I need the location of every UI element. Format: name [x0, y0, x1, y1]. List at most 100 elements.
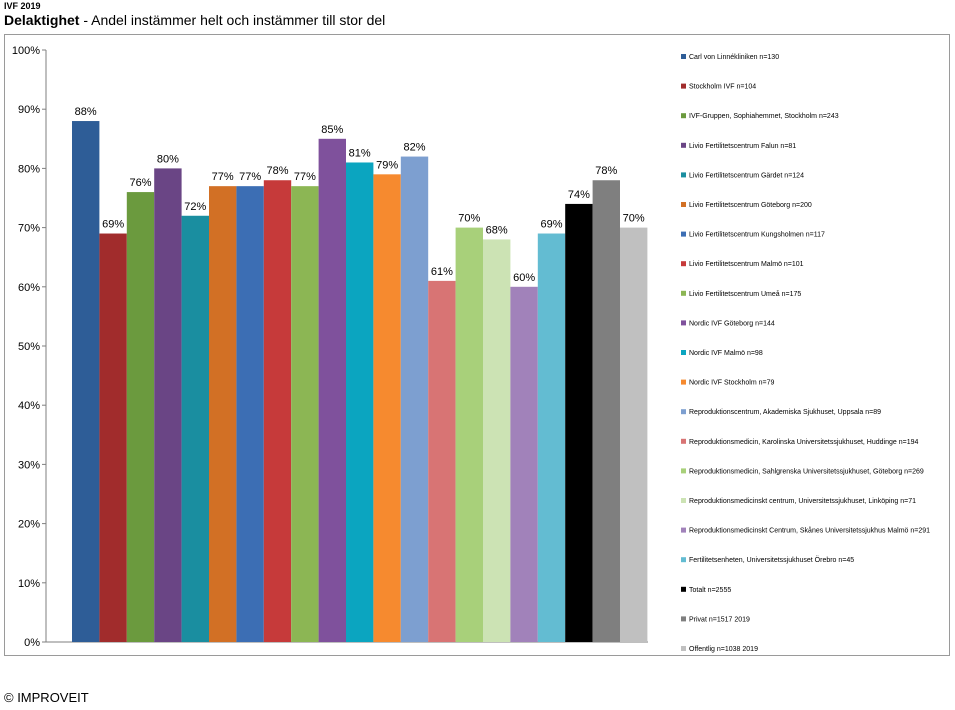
data-label: 61% [431, 266, 453, 278]
y-tick-label: 20% [18, 519, 40, 531]
legend-swatch [681, 350, 686, 355]
data-label: 68% [486, 224, 508, 236]
y-tick-label: 80% [18, 163, 40, 175]
legend-entry: Fertilitetsenheten, Universitetssjukhuse… [689, 556, 854, 564]
legend-entry: Privat n=1517 2019 [689, 616, 750, 623]
bar [181, 215, 209, 642]
legend-swatch [681, 438, 686, 444]
data-label: 79% [376, 159, 398, 171]
legend-swatch [681, 83, 686, 89]
y-tick-label: 100% [12, 45, 40, 57]
legend-swatch [681, 586, 686, 592]
legend-entry: Livio Fertilitetscentrum Göteborg n=200 [689, 202, 812, 209]
bar [236, 186, 264, 642]
data-label: 77% [239, 171, 261, 183]
legend-entry: Nordic IVF Göteborg n=144 [689, 320, 775, 327]
data-label: 74% [568, 189, 590, 201]
report-label: IVF 2019 [4, 1, 41, 11]
data-label: 70% [458, 213, 480, 225]
legend-swatch [681, 379, 686, 385]
bar [428, 280, 456, 642]
y-tick-label: 0% [24, 637, 40, 649]
bar [72, 121, 100, 643]
legend-entry: IVF-Gruppen, Sophiahemmet, Stockholm n=2… [689, 113, 839, 120]
legend-entry: Livio Fertilitetscentrum Kungsholmen n=1… [689, 232, 825, 239]
y-tick-label: 50% [18, 341, 40, 353]
data-label: 69% [540, 219, 562, 231]
bar [373, 174, 401, 642]
y-tick-label: 90% [18, 104, 40, 116]
legend-swatch [681, 54, 686, 59]
legend-entry: Reproduktionscentrum, Akademiska Sjukhus… [689, 409, 881, 416]
legend-swatch [681, 231, 686, 237]
legend-swatch [681, 261, 686, 267]
legend-entry: Reproduktionsmedicinskt Centrum, Skånes … [689, 527, 930, 535]
legend-swatch [681, 527, 686, 533]
bar [455, 227, 483, 642]
bar [400, 156, 429, 642]
chart-title: Delaktighet - Andel instämmer helt och i… [4, 12, 385, 28]
y-tick-label: 60% [18, 282, 40, 294]
data-label: 77% [294, 171, 316, 183]
legend-entry: Stockholm IVF n=104 [689, 84, 756, 91]
data-label: 72% [184, 201, 206, 213]
legend-swatch [681, 468, 686, 474]
data-label: 85% [321, 124, 343, 136]
copyright-footer: © IMPROVEIT [4, 690, 89, 705]
bar [263, 180, 292, 643]
legend-swatch [681, 142, 686, 148]
bar [99, 233, 127, 642]
data-label: 77% [212, 171, 234, 183]
bar [154, 168, 182, 642]
data-label: 76% [129, 177, 151, 189]
legend-entry: Livio Fertilitetscentrum Falun n=81 [689, 143, 796, 150]
bar [592, 180, 620, 643]
legend-entry: Reproduktionsmedicin, Karolinska Univers… [689, 439, 918, 446]
legend-entry: Livio Fertilitetscentrum Malmö n=101 [689, 261, 804, 268]
legend-entry: Reproduktionsmedicinskt centrum, Univers… [689, 498, 916, 505]
legend-entry: Nordic IVF Malmö n=98 [689, 350, 763, 357]
legend-entry: Nordic IVF Stockholm n=79 [689, 380, 775, 387]
y-tick-label: 40% [18, 400, 40, 412]
legend-entry: Livio Fertilitetscentrum Gärdet n=124 [689, 172, 804, 179]
bar [565, 203, 593, 643]
legend-swatch [681, 616, 686, 622]
data-label: 80% [157, 153, 179, 165]
legend-entry: Offentlig n=1038 2019 [689, 646, 758, 653]
bar [209, 186, 237, 642]
bar [510, 286, 538, 642]
legend-swatch [681, 557, 686, 563]
legend-entry: Totalt n=2555 [689, 587, 731, 594]
legend-entry: Reproduktionsmedicin, Sahlgrenska Univer… [689, 468, 924, 475]
data-label: 81% [349, 147, 371, 159]
legend-swatch [681, 646, 686, 651]
data-label: 70% [623, 213, 645, 225]
legend-swatch [681, 498, 686, 503]
bar [291, 186, 319, 642]
data-label: 69% [102, 219, 124, 231]
y-tick-label: 30% [18, 459, 40, 471]
legend-swatch [681, 202, 686, 207]
data-label: 82% [403, 142, 425, 154]
legend-swatch [681, 409, 686, 415]
legend-entry: Livio Fertilitetscentrum Umeå n=175 [689, 290, 801, 298]
data-label: 60% [513, 272, 535, 284]
y-tick-label: 70% [18, 223, 40, 235]
legend-swatch [681, 113, 686, 119]
chart-title-rest: - Andel instämmer helt och instämmer til… [79, 12, 386, 28]
bar [483, 239, 511, 642]
legend-swatch [681, 172, 686, 178]
bar [318, 138, 346, 643]
legend-entry: Carl von Linnékliniken n=130 [689, 54, 779, 61]
bar [126, 192, 155, 642]
data-label: 78% [266, 165, 288, 177]
legend-swatch [681, 320, 686, 326]
y-tick-label: 10% [18, 578, 40, 590]
legend-swatch [681, 290, 686, 296]
data-label: 88% [75, 106, 97, 118]
bar [537, 233, 566, 642]
data-label: 78% [595, 165, 617, 177]
chart-frame [4, 34, 950, 656]
bar [346, 162, 374, 643]
